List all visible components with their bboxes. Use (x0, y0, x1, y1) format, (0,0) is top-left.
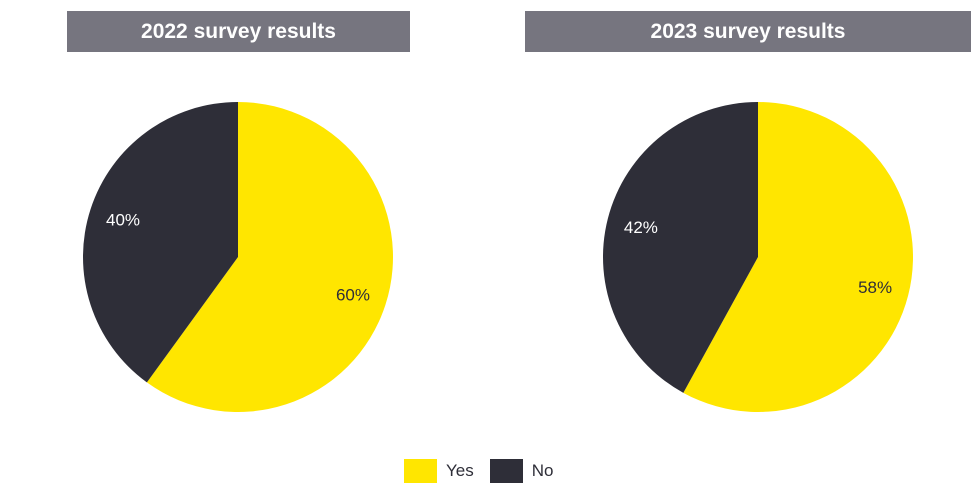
pie-slice-yes (683, 102, 913, 412)
legend-item-yes: Yes (404, 459, 474, 483)
chart-title-2023: 2023 survey results (525, 11, 971, 52)
legend-label-no: No (531, 461, 554, 480)
pie-chart-2022: 60% 40% (83, 102, 394, 412)
pie-slice-no (603, 102, 758, 393)
legend-label-yes: Yes (446, 461, 474, 480)
legend-item-no: No (489, 459, 554, 483)
data-label-yes: 58% (858, 278, 892, 297)
legend-swatch-no (489, 459, 523, 483)
pie-chart-2023: 58% 42% (603, 102, 913, 412)
legend: Yes No (404, 459, 569, 483)
pie-slice-no (83, 102, 238, 383)
legend-swatch-yes (404, 459, 437, 483)
pie-slice-yes (146, 102, 394, 412)
data-label-no: 40% (106, 211, 140, 230)
chart-title-2022: 2022 survey results (67, 11, 410, 52)
data-label-yes: 60% (336, 285, 370, 304)
data-label-no: 42% (624, 218, 658, 237)
